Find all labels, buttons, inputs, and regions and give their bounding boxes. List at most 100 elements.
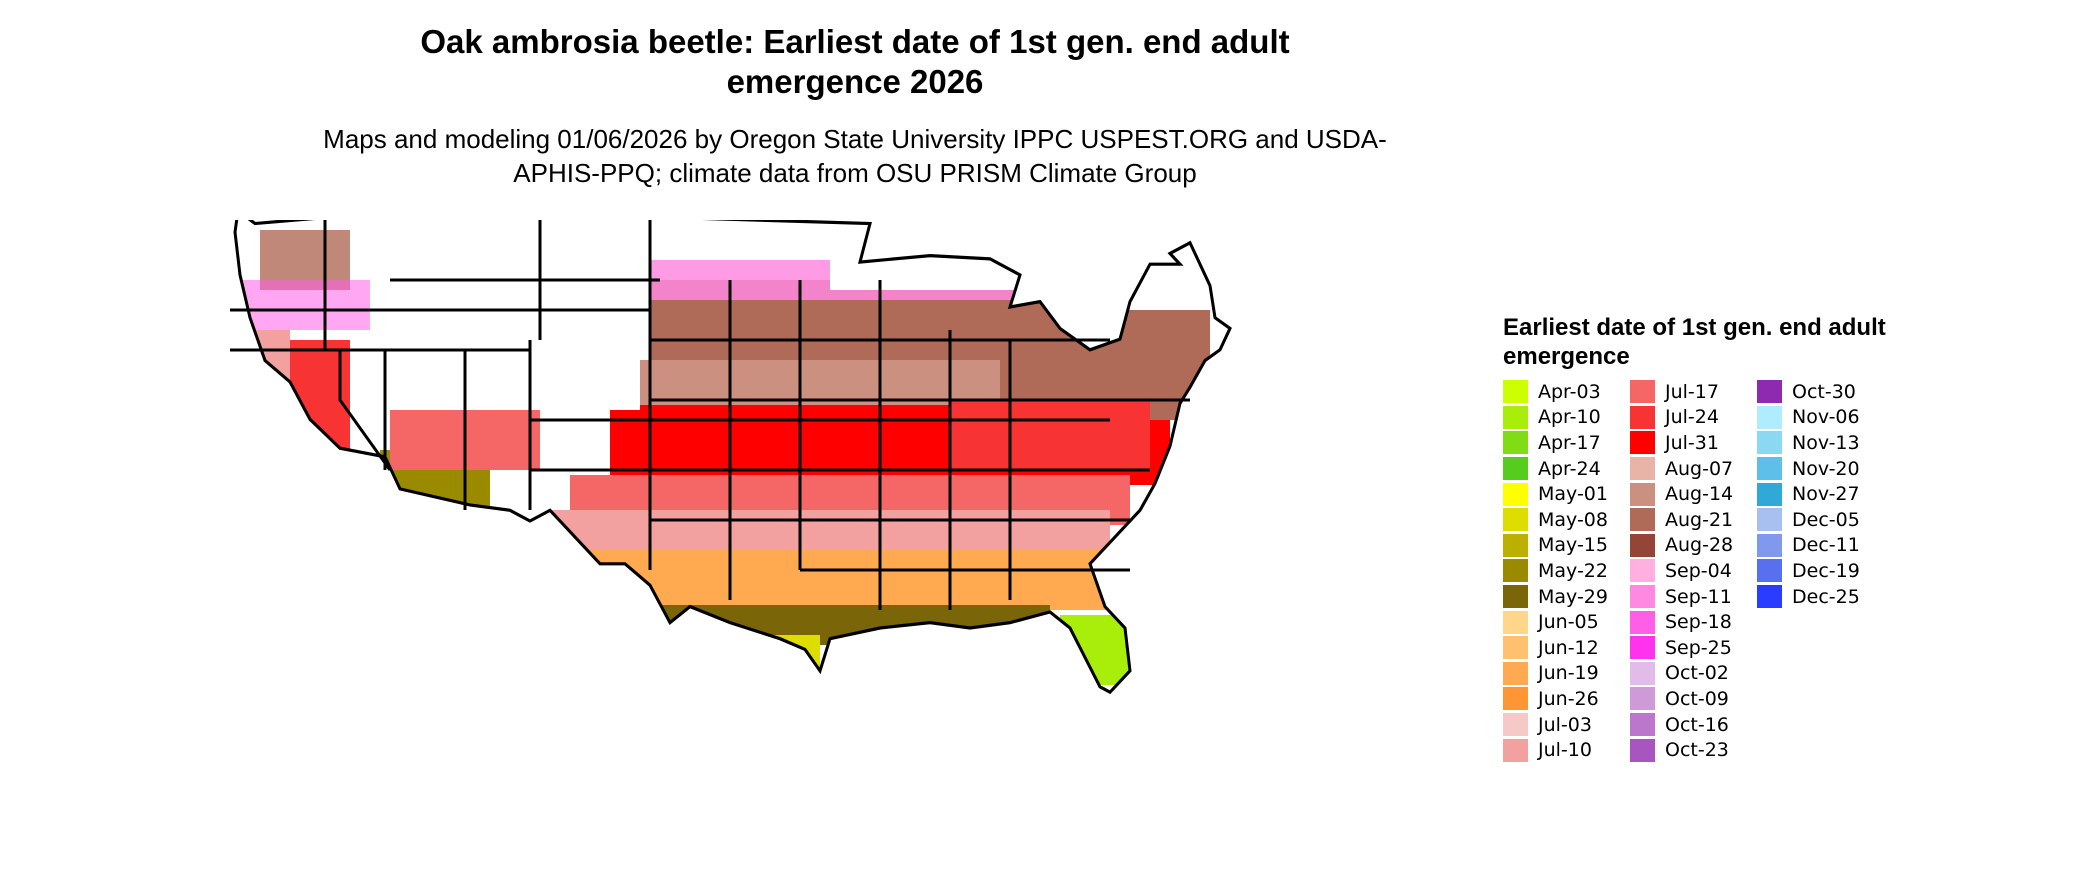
map-subtitle: Maps and modeling 01/06/2026 by Oregon S… xyxy=(323,124,1387,188)
legend-label: Nov-06 xyxy=(1792,406,1860,429)
legend-item: Oct-16 xyxy=(1630,712,1757,738)
legend-swatch xyxy=(1630,405,1655,429)
legend-item: Jun-26 xyxy=(1503,686,1630,712)
legend-label: Apr-10 xyxy=(1538,406,1601,429)
legend-label: Jun-12 xyxy=(1538,636,1599,659)
legend-label: Oct-09 xyxy=(1665,687,1729,710)
legend-swatch xyxy=(1757,508,1782,532)
legend-label: Nov-27 xyxy=(1792,483,1860,506)
legend-item: Apr-17 xyxy=(1503,430,1630,456)
legend-item: May-15 xyxy=(1503,533,1630,559)
legend-swatch xyxy=(1503,636,1528,660)
legend-item: Jun-05 xyxy=(1503,609,1630,635)
legend-label: Apr-24 xyxy=(1538,457,1601,480)
band-rockies-white xyxy=(460,280,640,410)
legend-label: Oct-23 xyxy=(1665,739,1729,762)
legend-swatch xyxy=(1630,457,1655,481)
legend-label: Apr-17 xyxy=(1538,431,1601,454)
legend-item: Aug-07 xyxy=(1630,456,1757,482)
legend-item: Aug-21 xyxy=(1630,507,1757,533)
legend-item: Aug-28 xyxy=(1630,533,1757,559)
legend-label: Nov-13 xyxy=(1792,431,1860,454)
legend-label: May-01 xyxy=(1538,483,1608,506)
legend-label: Jun-19 xyxy=(1538,662,1599,685)
legend-swatch xyxy=(1757,380,1782,404)
legend: Earliest date of 1st gen. end adult emer… xyxy=(1503,313,1923,763)
legend-item: Oct-30 xyxy=(1757,379,1884,405)
legend-item: Apr-24 xyxy=(1503,456,1630,482)
legend-swatch xyxy=(1757,559,1782,583)
legend-label: Oct-16 xyxy=(1665,713,1729,736)
legend-grid: Apr-03 Apr-10 Apr-17 Apr-24 May-01 May-08 May-… xyxy=(1503,379,1923,763)
legend-swatch xyxy=(1630,713,1655,737)
legend-label: Apr-03 xyxy=(1538,380,1601,403)
legend-item: May-22 xyxy=(1503,558,1630,584)
legend-label: Dec-19 xyxy=(1792,559,1860,582)
legend-label: Jul-31 xyxy=(1665,431,1719,454)
legend-item: Jul-24 xyxy=(1630,405,1757,431)
legend-label: Nov-20 xyxy=(1792,457,1860,480)
legend-item: Nov-13 xyxy=(1757,430,1884,456)
legend-swatch xyxy=(1503,610,1528,634)
legend-swatch xyxy=(1630,533,1655,557)
us-map xyxy=(230,220,1232,695)
legend-label: Oct-30 xyxy=(1792,380,1856,403)
legend-title: Earliest date of 1st gen. end adult emer… xyxy=(1503,314,1886,370)
legend-item: Oct-09 xyxy=(1630,686,1757,712)
legend-swatch xyxy=(1503,661,1528,685)
legend-swatch xyxy=(1503,431,1528,455)
legend-item: Sep-18 xyxy=(1630,609,1757,635)
legend-label: Jul-17 xyxy=(1665,380,1719,403)
legend-label: Dec-25 xyxy=(1792,585,1860,608)
legend-label: May-29 xyxy=(1538,585,1608,608)
legend-swatch xyxy=(1757,482,1782,506)
legend-label: Jun-26 xyxy=(1538,687,1599,710)
legend-label: Jun-05 xyxy=(1538,611,1599,634)
legend-label: May-15 xyxy=(1538,534,1608,557)
legend-label: Dec-05 xyxy=(1792,508,1860,531)
band-california-red xyxy=(250,340,350,510)
legend-item: Sep-11 xyxy=(1630,584,1757,610)
legend-item: Apr-03 xyxy=(1503,379,1630,405)
legend-label: Jul-10 xyxy=(1538,739,1592,762)
legend-item: Aug-14 xyxy=(1630,481,1757,507)
legend-item: Nov-06 xyxy=(1757,405,1884,431)
legend-label: Oct-02 xyxy=(1665,662,1729,685)
band-mid-atlantic-red xyxy=(950,400,1150,470)
legend-swatch xyxy=(1757,585,1782,609)
legend-item: Sep-25 xyxy=(1630,635,1757,661)
legend-swatch xyxy=(1630,636,1655,660)
legend-item: Jul-03 xyxy=(1503,712,1630,738)
legend-label: Aug-28 xyxy=(1665,534,1734,557)
legend-label: Sep-25 xyxy=(1665,636,1732,659)
legend-swatch xyxy=(1503,482,1528,506)
legend-item: Nov-27 xyxy=(1757,481,1884,507)
legend-swatch xyxy=(1503,738,1528,762)
legend-item: May-29 xyxy=(1503,584,1630,610)
legend-swatch xyxy=(1503,380,1528,404)
legend-item: Sep-04 xyxy=(1630,558,1757,584)
legend-label: Aug-14 xyxy=(1665,483,1734,506)
legend-swatch xyxy=(1757,405,1782,429)
legend-swatch xyxy=(1757,431,1782,455)
legend-swatch xyxy=(1503,585,1528,609)
legend-swatch xyxy=(1503,405,1528,429)
legend-swatch xyxy=(1630,687,1655,711)
legend-item: Dec-11 xyxy=(1757,533,1884,559)
legend-item: Apr-10 xyxy=(1503,405,1630,431)
map-title: Oak ambrosia beetle: Earliest date of 1s… xyxy=(420,23,1290,100)
band-northwest-pink xyxy=(240,280,380,330)
legend-label: Aug-07 xyxy=(1665,457,1734,480)
legend-swatch xyxy=(1630,559,1655,583)
legend-label: Jul-03 xyxy=(1538,713,1592,736)
legend-item: Oct-23 xyxy=(1630,737,1757,763)
legend-swatch xyxy=(1757,533,1782,557)
legend-swatch xyxy=(1503,687,1528,711)
legend-swatch xyxy=(1757,457,1782,481)
legend-label: Sep-11 xyxy=(1665,585,1732,608)
legend-swatch xyxy=(1503,533,1528,557)
legend-label: Dec-11 xyxy=(1792,534,1860,557)
legend-label: Sep-18 xyxy=(1665,611,1732,634)
legend-label: Jul-24 xyxy=(1665,406,1719,429)
legend-swatch xyxy=(1630,508,1655,532)
